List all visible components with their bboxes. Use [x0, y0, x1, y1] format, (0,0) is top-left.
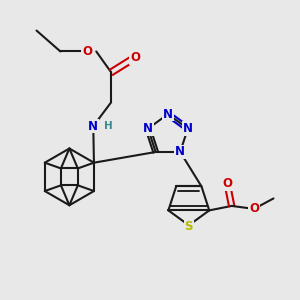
- Text: O: O: [222, 177, 232, 190]
- Text: O: O: [249, 202, 259, 215]
- Text: N: N: [143, 122, 153, 135]
- Text: O: O: [82, 45, 92, 58]
- Text: S: S: [184, 220, 193, 233]
- Text: N: N: [183, 122, 193, 135]
- Text: N: N: [88, 120, 98, 133]
- Text: O: O: [130, 51, 140, 64]
- Text: H: H: [104, 121, 112, 130]
- Text: N: N: [163, 108, 173, 121]
- Text: N: N: [175, 146, 185, 158]
